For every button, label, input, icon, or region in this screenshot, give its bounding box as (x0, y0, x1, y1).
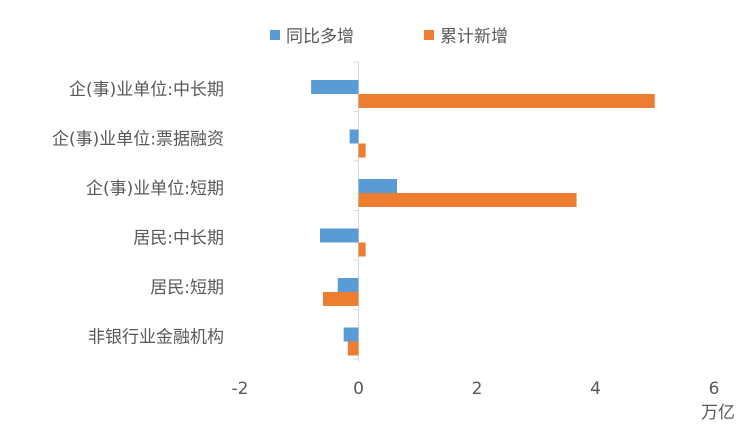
x-tick-label: 6 (709, 379, 720, 399)
bar-yoy (358, 179, 398, 193)
bar-cumulative (358, 193, 577, 207)
legend-item-yoy: 同比多增 (270, 22, 354, 47)
category-label: 企(事)业单位:票据融资 (52, 130, 224, 150)
category-label: 居民:中长期 (133, 229, 224, 249)
chart-legend: 同比多增 累计新增 (270, 22, 578, 47)
bar-cumulative (358, 242, 366, 257)
bar-cumulative (358, 143, 366, 158)
bar-yoy (343, 327, 359, 342)
bar-yoy (349, 129, 359, 144)
bar-cumulative (347, 341, 359, 356)
bar-cumulative (358, 94, 655, 108)
x-axis-unit-label: 万亿 (701, 403, 735, 423)
category-label: 企(事)业单位:短期 (86, 179, 224, 199)
legend-swatch-cumulative (424, 29, 434, 40)
legend-item-cumulative: 累计新增 (424, 22, 508, 47)
bar-yoy (319, 228, 359, 243)
legend-label-cumulative: 累计新增 (440, 27, 508, 47)
category-label: 居民:短期 (150, 278, 224, 298)
bar-yoy (311, 80, 359, 94)
category-label: 企(事)业单位:中长期 (69, 80, 224, 100)
x-tick-label: 2 (472, 379, 483, 399)
legend-label-yoy: 同比多增 (286, 27, 354, 47)
bar-cumulative (322, 292, 359, 306)
bar-yoy (337, 278, 359, 292)
x-tick-label: -2 (232, 379, 249, 399)
category-label: 非银行业金融机构 (88, 328, 224, 348)
x-tick-label: 4 (590, 379, 601, 399)
x-tick-label: 0 (353, 379, 364, 399)
legend-swatch-yoy (270, 29, 280, 40)
